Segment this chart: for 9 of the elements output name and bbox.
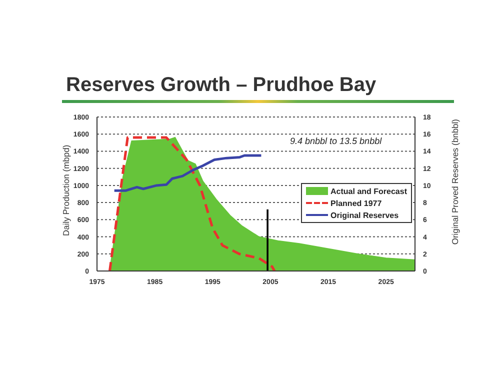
legend-label: Planned 1977 [330,198,382,208]
line-series [108,136,276,271]
y2-axis-title: Original Proved Reserves (bnbbl) [450,118,460,245]
annotation: 9.4 bnbbl to 13.5 bnbbl [290,136,382,146]
chart-title: Reserves Growth – Prudhoe Bay [66,74,376,97]
y-axis-title: Daily Production (mbpd) [61,144,72,236]
line-series [113,154,262,192]
legend-label: Original Reserves [330,210,399,220]
legend-label: Actual and Forecast [330,186,407,196]
